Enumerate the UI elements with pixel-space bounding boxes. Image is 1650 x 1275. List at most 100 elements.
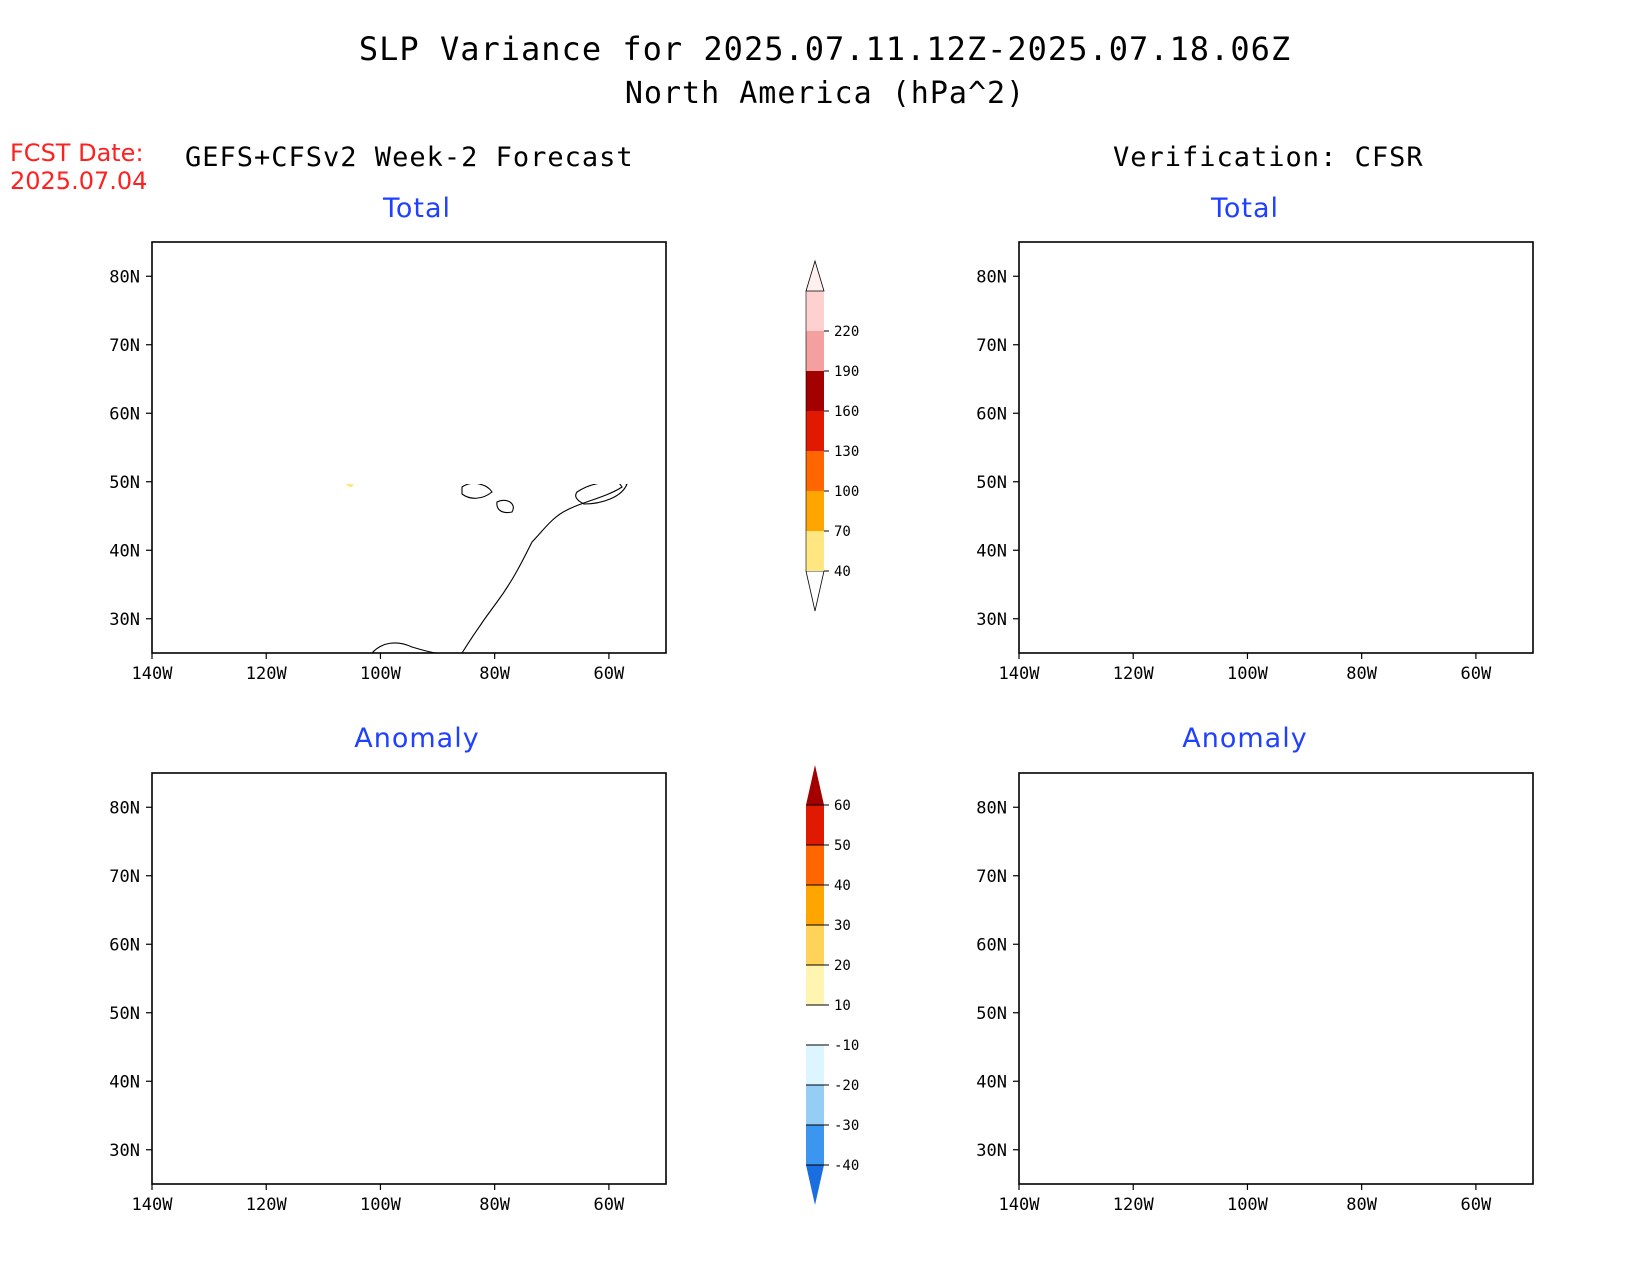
forecast-total-lon-label: 80W bbox=[479, 664, 510, 684]
forecast-total-lat-label: 40N bbox=[109, 541, 140, 561]
forecast-anomaly-coastline bbox=[392, 791, 592, 833]
verification-anomaly-coastline bbox=[1019, 866, 1489, 1185]
forecast-anomaly-lon-label: 60W bbox=[594, 1195, 625, 1215]
total-colorbar-segment bbox=[806, 491, 824, 531]
forecast-date-label: FCST Date: bbox=[10, 139, 144, 167]
verification-total-coastline bbox=[1099, 297, 1329, 329]
total-colorbar-segment bbox=[806, 371, 824, 411]
verification-anomaly-coastline bbox=[1443, 1013, 1494, 1035]
forecast-total-coastline bbox=[272, 282, 372, 294]
panel-title-verification-anomaly: Anomaly bbox=[1182, 723, 1308, 754]
forecast-anomaly-shading-region bbox=[152, 947, 174, 987]
verification-anomaly-shading-region bbox=[1169, 973, 1533, 1035]
total-colorbar-lower-arrow bbox=[805, 570, 825, 612]
forecast-anomaly-coastline bbox=[432, 878, 502, 903]
forecast-anomaly-shading-region bbox=[309, 1007, 352, 1029]
verification-total-shading-region bbox=[1324, 397, 1397, 458]
verification-anomaly-shading-region bbox=[1315, 933, 1363, 971]
verification-anomaly-coastline bbox=[1099, 828, 1329, 860]
verification-anomaly-coastline bbox=[1218, 941, 1226, 953]
anomaly-colorbar-segment bbox=[806, 925, 824, 965]
verification-anomaly-shading-region bbox=[1089, 833, 1389, 868]
total-colorbar-label: 160 bbox=[834, 404, 859, 420]
verification-total-coastline bbox=[1019, 402, 1169, 653]
verification-anomaly-coastline bbox=[1239, 1174, 1304, 1184]
verification-anomaly-coastline bbox=[1329, 1014, 1380, 1043]
verification-anomaly-shading-region bbox=[1039, 803, 1476, 882]
anomaly-colorbar-segment bbox=[806, 1005, 824, 1045]
forecast-total-coastline bbox=[241, 450, 281, 492]
forecast-total-shading-region bbox=[346, 484, 354, 488]
forecast-total-coastline bbox=[512, 273, 585, 307]
forecast-total-coastline bbox=[592, 261, 666, 352]
anomaly-colorbar-segment bbox=[806, 1085, 824, 1125]
total-colorbar-segment bbox=[806, 331, 824, 371]
verification-total-lon-label: 60W bbox=[1461, 664, 1492, 684]
forecast-total-lat-label: 50N bbox=[109, 473, 140, 493]
verification-anomaly-coastline bbox=[1259, 791, 1459, 833]
verification-anomaly-lon-label: 120W bbox=[1113, 1195, 1155, 1215]
total-colorbar-label: 40 bbox=[834, 564, 851, 580]
verification-anomaly-background bbox=[1019, 773, 1533, 1184]
verification-anomaly-lon-label: 60W bbox=[1461, 1195, 1492, 1215]
total-colorbar-label: 100 bbox=[834, 484, 859, 500]
forecast-anomaly-lat-label: 40N bbox=[109, 1072, 140, 1092]
total-colorbar-upper-arrow bbox=[805, 259, 825, 292]
anomaly-colorbar-segment bbox=[806, 1125, 824, 1165]
anomaly-colorbar-label: -30 bbox=[834, 1118, 859, 1134]
verification-total-coastline bbox=[1443, 482, 1494, 504]
verification-anomaly-shading-region bbox=[1497, 960, 1524, 971]
anomaly-colorbar-label: 50 bbox=[834, 838, 851, 854]
forecast-anomaly-map bbox=[152, 773, 666, 1184]
forecast-anomaly-shading-region bbox=[577, 958, 666, 1039]
verification-total-shading-region bbox=[1499, 432, 1524, 441]
verification-total-frame bbox=[1018, 241, 1534, 654]
verification-anomaly-shading-region bbox=[1513, 1055, 1533, 1083]
verification-anomaly-shading-region bbox=[1169, 1017, 1181, 1031]
verification-total-coastline bbox=[1239, 643, 1304, 653]
total-colorbar-segment bbox=[806, 291, 824, 331]
anomaly-colorbar-segment bbox=[806, 965, 824, 1005]
forecast-anomaly-coastline bbox=[372, 1174, 437, 1184]
total-colorbar-segment bbox=[806, 411, 824, 451]
verification-total-shading-region bbox=[1518, 500, 1533, 542]
verification-anomaly-lat-label: 60N bbox=[976, 935, 1007, 955]
figure-title-line1: SLP Variance for 2025.07.11.12Z-2025.07.… bbox=[358, 30, 1292, 68]
forecast-total-map bbox=[241, 260, 666, 654]
verification-anomaly-shading-region bbox=[1057, 818, 1420, 871]
verification-anomaly-coastline bbox=[1299, 878, 1369, 903]
forecast-total-lon-label: 120W bbox=[246, 664, 288, 684]
verification-anomaly-lat-label: 40N bbox=[976, 1072, 1007, 1092]
forecast-total-shading-region bbox=[558, 270, 666, 324]
verification-anomaly-lat-label: 80N bbox=[976, 798, 1007, 818]
forecast-total-coastline bbox=[575, 484, 628, 505]
verification-total-shading-region bbox=[1472, 404, 1533, 463]
verification-anomaly-coastline bbox=[1108, 981, 1148, 1023]
forecast-total-frame bbox=[151, 241, 667, 654]
forecast-column-heading: GEFS+CFSv2 Week-2 Forecast bbox=[185, 142, 634, 173]
verification-anomaly-shading-region bbox=[1271, 890, 1418, 994]
verification-total-coastline bbox=[1299, 347, 1369, 372]
verification-total-shading-region bbox=[1350, 290, 1424, 317]
anomaly-colorbar-segment bbox=[806, 805, 824, 845]
forecast-anomaly-coastline bbox=[351, 941, 359, 953]
anomaly-colorbar-label: 40 bbox=[834, 878, 851, 894]
verification-total-shading-region bbox=[1294, 374, 1427, 468]
verification-anomaly-lon-label: 80W bbox=[1346, 1195, 1377, 1215]
anomaly-colorbar-label: -40 bbox=[834, 1158, 859, 1174]
forecast-anomaly-coastline bbox=[272, 813, 372, 825]
verification-total-lon-label: 100W bbox=[1227, 664, 1269, 684]
anomaly-colorbar-segment bbox=[806, 845, 824, 885]
verification-total-lat-label: 80N bbox=[976, 267, 1007, 287]
forecast-anomaly-coastline bbox=[152, 866, 622, 1185]
total-colorbar-label: 130 bbox=[834, 444, 859, 460]
verification-anomaly-coastline bbox=[1459, 792, 1533, 883]
forecast-anomaly-background bbox=[152, 773, 666, 1184]
forecast-anomaly-lat-label: 80N bbox=[109, 798, 140, 818]
verification-total-map bbox=[1019, 242, 1533, 653]
forecast-anomaly-lat-label: 60N bbox=[109, 935, 140, 955]
forecast-anomaly-lon-label: 80W bbox=[479, 1195, 510, 1215]
anomaly-colorbar-label: 30 bbox=[834, 918, 851, 934]
verification-anomaly-shading-region bbox=[1323, 943, 1352, 963]
forecast-total-coastline bbox=[392, 260, 592, 302]
